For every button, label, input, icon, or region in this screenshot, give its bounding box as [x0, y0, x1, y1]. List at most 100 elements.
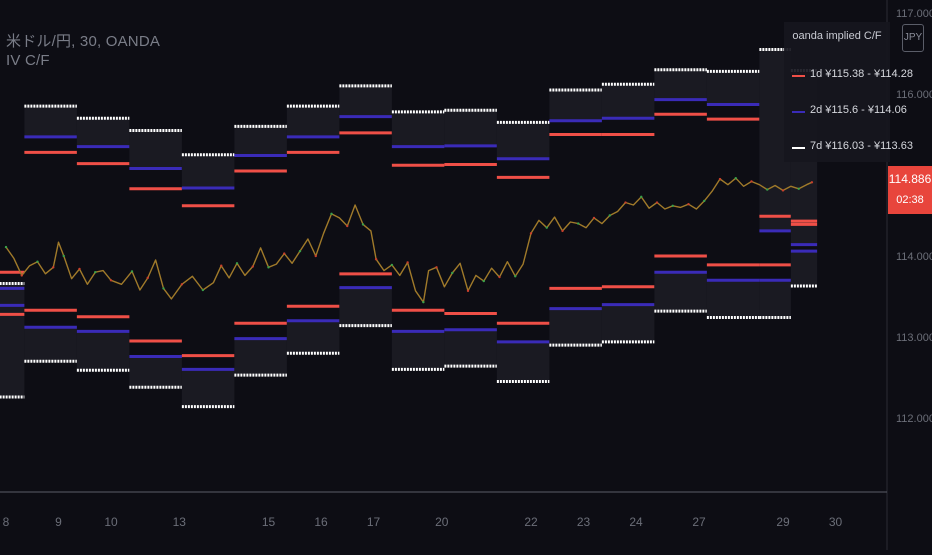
price-candle-52	[422, 300, 425, 304]
price-candle-62	[498, 275, 501, 279]
legend-label-1d: 1d ¥115.38 - ¥114.28	[810, 68, 913, 80]
price-candle-94	[750, 180, 753, 183]
band-lower-fill-3	[129, 356, 182, 388]
indicator-title: IV C/F	[6, 52, 50, 69]
band-lower-fill-6	[286, 320, 340, 354]
price-candle-44	[361, 223, 365, 226]
price-candle-70	[561, 229, 564, 233]
price-line	[5, 177, 813, 303]
band-lower-fill-2	[76, 331, 130, 371]
x-tick-label-11: 27	[692, 515, 706, 529]
price-candle-30	[251, 265, 254, 268]
price-candle-84	[671, 204, 674, 207]
price-candle-58	[466, 289, 470, 293]
band-lower-fill-5	[234, 338, 287, 376]
indicator-legend: oanda implied C/F 1d ¥115.38 - ¥114.28 2…	[784, 22, 913, 162]
price-candle-50	[406, 261, 409, 264]
x-tick-label-8: 22	[524, 515, 538, 529]
bar-countdown: 02:38	[896, 194, 924, 206]
price-candle-76	[608, 214, 611, 217]
price-candle-6	[52, 266, 55, 269]
legend-swatch-1d	[792, 75, 805, 77]
price-candle-88	[703, 199, 706, 203]
price-candle-34	[283, 252, 286, 255]
band-upper-fill-6	[286, 106, 340, 137]
band-upper-fill-9	[444, 110, 497, 146]
x-tick-label-0: 8	[3, 515, 10, 529]
band-upper-fill-5	[234, 126, 287, 156]
band-upper-fill-8	[391, 111, 445, 147]
price-candle-68	[545, 226, 548, 229]
legend-label-7d: 7d ¥116.03 - ¥113.63	[810, 140, 913, 152]
x-tick-label-5: 16	[314, 515, 328, 529]
price-candle-16	[130, 270, 134, 273]
legend-swatch-7d	[792, 147, 805, 149]
x-tick-label-7: 20	[435, 515, 449, 529]
price-candle-12	[94, 271, 97, 274]
band-upper-fill-11	[549, 89, 602, 121]
legend-item-7d: 7d ¥116.03 - ¥113.63	[784, 140, 913, 156]
band-upper-fill-4	[181, 154, 235, 188]
x-tick-label-1: 9	[55, 515, 62, 529]
band-upper-fill-3	[129, 130, 182, 169]
band-upper-fill-12	[601, 84, 655, 119]
y-tick-label-3: 114.000	[896, 251, 932, 263]
band-lower-fill-0	[0, 283, 25, 306]
band-lower-fill-15	[759, 280, 791, 318]
last-price-tag: 114.886 02:38	[888, 166, 932, 214]
price-candle-8	[62, 254, 65, 258]
price-candle-0	[4, 245, 8, 249]
time-axis: 8 9 10 13 15 16 17 20 22 23 24 27 29 30	[3, 515, 843, 529]
y-tick-label-5: 112.000	[896, 413, 932, 425]
price-candle-26	[220, 264, 223, 267]
price-candle-96	[766, 188, 769, 191]
price-candle-60	[482, 279, 485, 283]
price-candle-32	[267, 266, 270, 269]
band-upper-fill-1	[24, 106, 77, 137]
price-candle-98	[781, 189, 785, 192]
price-candle-56	[451, 271, 454, 275]
band-upper-fill-2	[76, 118, 130, 147]
price-candle-86	[687, 202, 690, 206]
band-upper-fill-14	[706, 71, 760, 105]
legend-item-1d: 1d ¥115.38 - ¥114.28	[784, 68, 913, 84]
band-upper-fill-10	[496, 122, 550, 159]
y-tick-label-0: 117.000	[896, 8, 932, 20]
price-candle-20	[162, 287, 165, 290]
symbol-title: 米ドル/円, 30, OANDA	[6, 33, 161, 50]
price-candle-72	[577, 222, 580, 225]
price-candle-28	[235, 262, 239, 265]
price-candle-48	[390, 263, 394, 267]
price-candle-82	[655, 201, 659, 204]
x-tick-label-4: 15	[262, 515, 276, 529]
price-candle-14	[109, 279, 113, 282]
price-candle-36	[298, 249, 302, 253]
band-lower-fill-8	[391, 331, 445, 370]
band-lower-fill-13	[654, 272, 707, 312]
legend-title: oanda implied C/F	[792, 30, 882, 42]
currency-badge[interactable]: JPY	[902, 24, 924, 52]
band-upper-fill-7	[339, 85, 392, 117]
band-upper-fill-13	[654, 69, 707, 100]
price-candle-18	[146, 276, 149, 280]
price-candle-64	[514, 275, 517, 278]
price-candle-66	[529, 232, 533, 235]
legend-item-2d: 2d ¥115.6 - ¥114.06	[784, 104, 907, 120]
band-lower-fill-4	[181, 369, 235, 407]
price-candle-2	[20, 274, 23, 277]
band-lower-fill-10	[496, 341, 550, 382]
price-candle-74	[592, 216, 596, 220]
price-candle-54	[435, 266, 438, 269]
price-candle-80	[640, 195, 643, 199]
band-lower-fill-14	[706, 280, 760, 318]
legend-label-2d: 2d ¥115.6 - ¥114.06	[810, 104, 907, 116]
price-candle-92	[734, 177, 737, 180]
price-candle-10	[78, 267, 81, 271]
price-candle-38	[314, 254, 317, 258]
price-candle-100	[797, 187, 800, 190]
x-tick-label-13: 30	[829, 515, 843, 529]
band-lower-fill-11	[549, 308, 602, 346]
price-candle-40	[330, 212, 333, 216]
price-candle-24	[201, 288, 205, 292]
